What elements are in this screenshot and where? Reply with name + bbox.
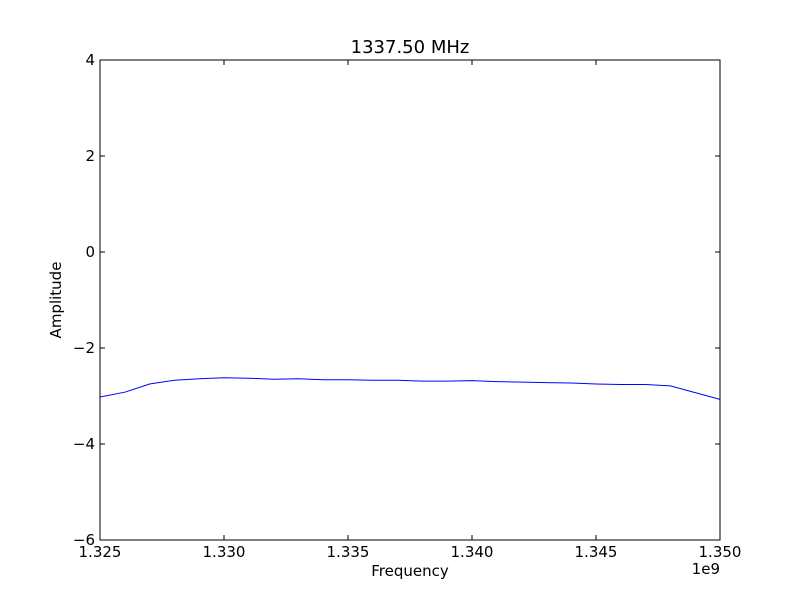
x-offset-label: 1e9 (692, 560, 720, 578)
y-tick-label: −4 (73, 435, 95, 453)
y-tick-label: 0 (85, 243, 95, 261)
plot-area: 1.325 1.330 1.335 1.340 1.345 1.350 4 2 0 −2 −4 −6 (73, 51, 742, 561)
x-tick-label: 1.350 (699, 543, 742, 561)
series-line-0 (99, 377, 721, 400)
chart-title: 1337.50 MHz (351, 37, 470, 58)
y-tick-label: 2 (85, 147, 95, 165)
y-axis-label: Amplitude (47, 262, 65, 339)
x-tick-label: 1.335 (327, 543, 370, 561)
y-tick-label: −6 (73, 531, 95, 549)
plot-frame (99, 59, 721, 541)
x-tick-label: 1.330 (203, 543, 246, 561)
x-tick-label: 1.325 (79, 543, 122, 561)
y-tick-label: 4 (85, 51, 95, 69)
x-axis-label: Frequency (371, 562, 449, 580)
x-tick-label: 1.345 (575, 543, 618, 561)
y-tick-label: −2 (73, 339, 95, 357)
x-tick-label: 1.340 (451, 543, 494, 561)
